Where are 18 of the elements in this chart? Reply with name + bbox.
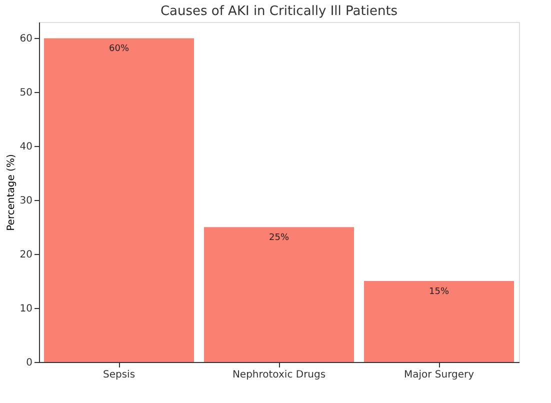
y-tick-label: 40 <box>20 142 32 153</box>
y-tick-label: 20 <box>20 250 32 261</box>
y-tick-label: 50 <box>20 88 32 99</box>
data-label: 25% <box>268 233 290 244</box>
data-label: 60% <box>108 44 130 54</box>
y-axis-title: Percentage (%) <box>6 154 17 231</box>
y-tick-label: 10 <box>20 304 32 315</box>
y-tick-label: 60 <box>20 34 32 45</box>
x-tick-label: Major Surgery <box>404 370 474 380</box>
bar <box>44 38 194 362</box>
chart-title: Causes of AKI in Critically Ill Patients <box>160 4 398 19</box>
x-tick-label: Nephrotoxic Drugs <box>232 370 326 380</box>
data-label: 15% <box>428 287 450 298</box>
x-tick-label: Sepsis <box>102 370 136 380</box>
y-tick-label: 30 <box>20 196 32 207</box>
bar <box>364 281 514 362</box>
bar <box>204 227 354 362</box>
y-tick-label: 0 <box>26 358 32 368</box>
